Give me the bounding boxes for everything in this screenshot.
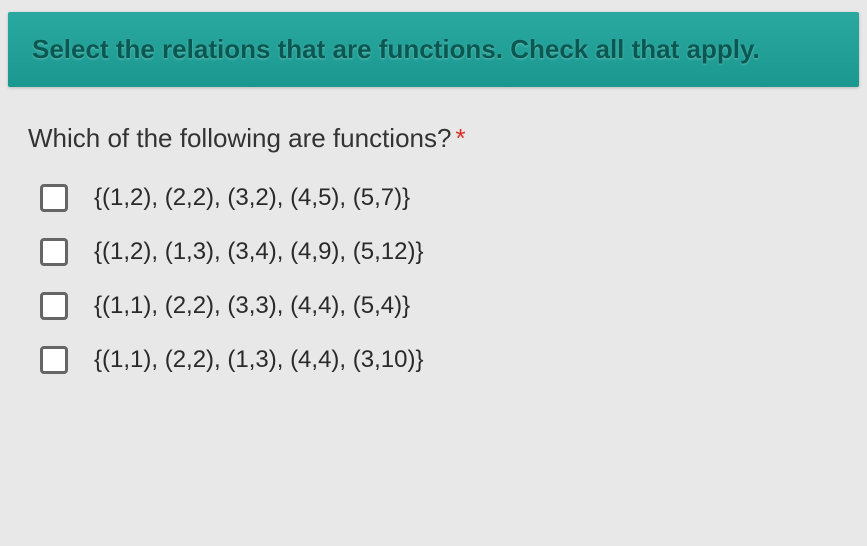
instruction-text: Select the relations that are functions.… <box>32 34 835 65</box>
page-container: Select the relations that are functions.… <box>0 0 867 546</box>
options-list: {(1,2), (2,2), (3,2), (4,5), (5,7)} {(1,… <box>28 184 839 374</box>
option-label-3: {(1,1), (2,2), (3,3), (4,4), (5,4)} <box>94 292 410 320</box>
option-label-4: {(1,1), (2,2), (1,3), (4,4), (3,10)} <box>94 346 423 374</box>
option-row-3[interactable]: {(1,1), (2,2), (3,3), (4,4), (5,4)} <box>40 292 839 320</box>
option-label-2: {(1,2), (1,3), (3,4), (4,9), (5,12)} <box>94 238 423 266</box>
checkbox-4[interactable] <box>40 346 68 374</box>
option-row-1[interactable]: {(1,2), (2,2), (3,2), (4,5), (5,7)} <box>40 184 839 212</box>
question-prompt-text: Which of the following are functions? <box>28 123 451 153</box>
option-label-1: {(1,2), (2,2), (3,2), (4,5), (5,7)} <box>94 184 410 212</box>
option-row-2[interactable]: {(1,2), (1,3), (3,4), (4,9), (5,12)} <box>40 238 839 266</box>
option-row-4[interactable]: {(1,1), (2,2), (1,3), (4,4), (3,10)} <box>40 346 839 374</box>
question-area: Which of the following are functions?* {… <box>8 115 859 408</box>
checkbox-2[interactable] <box>40 238 68 266</box>
instruction-banner: Select the relations that are functions.… <box>8 12 859 87</box>
checkbox-1[interactable] <box>40 184 68 212</box>
required-marker: * <box>455 123 465 153</box>
question-prompt: Which of the following are functions?* <box>28 123 839 154</box>
checkbox-3[interactable] <box>40 292 68 320</box>
